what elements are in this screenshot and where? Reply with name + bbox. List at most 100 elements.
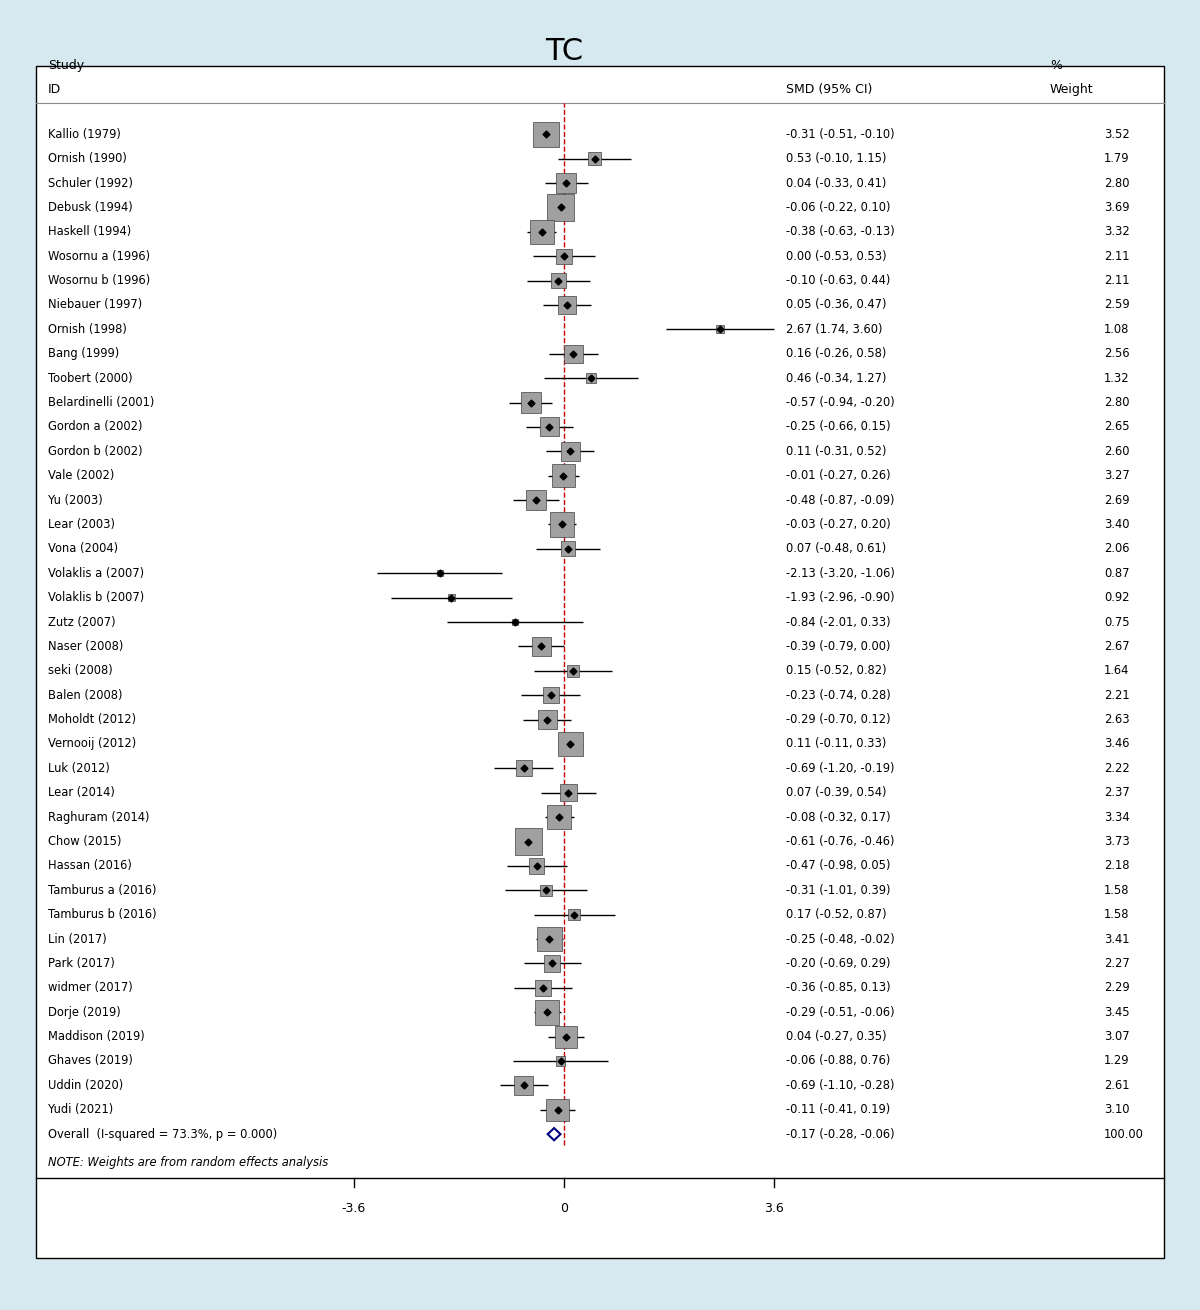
Bar: [542, 688, 558, 703]
Bar: [535, 1000, 559, 1024]
Text: Tamburus a (2016): Tamburus a (2016): [48, 884, 156, 897]
Text: 2.29: 2.29: [1104, 981, 1129, 994]
Text: 0.87: 0.87: [1104, 567, 1129, 580]
Text: Bang (1999): Bang (1999): [48, 347, 119, 360]
Text: 3.52: 3.52: [1104, 128, 1129, 140]
Text: -0.61 (-0.76, -0.46): -0.61 (-0.76, -0.46): [786, 834, 894, 848]
Text: -0.17 (-0.28, -0.06): -0.17 (-0.28, -0.06): [786, 1128, 895, 1141]
Bar: [533, 122, 558, 147]
Text: 0.07 (-0.48, 0.61): 0.07 (-0.48, 0.61): [786, 542, 887, 555]
Text: -0.23 (-0.74, 0.28): -0.23 (-0.74, 0.28): [786, 689, 890, 702]
Text: Debusk (1994): Debusk (1994): [48, 200, 133, 214]
Text: 0.11 (-0.31, 0.52): 0.11 (-0.31, 0.52): [786, 445, 887, 457]
Text: widmer (2017): widmer (2017): [48, 981, 133, 994]
Text: 2.37: 2.37: [1104, 786, 1129, 799]
Bar: [448, 595, 455, 601]
Text: Vernooij (2012): Vernooij (2012): [48, 738, 137, 751]
Bar: [544, 955, 560, 972]
FancyBboxPatch shape: [36, 66, 1164, 1258]
Text: 0.75: 0.75: [1104, 616, 1129, 629]
Text: -2.13 (-3.20, -1.06): -2.13 (-3.20, -1.06): [786, 567, 895, 580]
Text: Chow (2015): Chow (2015): [48, 834, 121, 848]
Bar: [538, 926, 562, 951]
Text: 3.10: 3.10: [1104, 1103, 1129, 1116]
Text: 3.45: 3.45: [1104, 1006, 1129, 1019]
Text: 2.80: 2.80: [1104, 396, 1129, 409]
Text: Tamburus b (2016): Tamburus b (2016): [48, 908, 157, 921]
Text: Ornish (1998): Ornish (1998): [48, 322, 127, 335]
Text: Luk (2012): Luk (2012): [48, 762, 110, 774]
Text: 2.63: 2.63: [1104, 713, 1129, 726]
Text: 0.05 (-0.36, 0.47): 0.05 (-0.36, 0.47): [786, 299, 887, 312]
Text: -0.38 (-0.63, -0.13): -0.38 (-0.63, -0.13): [786, 225, 895, 238]
Bar: [556, 1026, 577, 1048]
Text: Ornish (1990): Ornish (1990): [48, 152, 127, 165]
Text: -1.93 (-2.96, -0.90): -1.93 (-2.96, -0.90): [786, 591, 895, 604]
Text: 2.69: 2.69: [1104, 494, 1129, 507]
Bar: [540, 418, 559, 436]
Text: 3.40: 3.40: [1104, 517, 1129, 531]
Bar: [556, 1056, 565, 1065]
Text: seki (2008): seki (2008): [48, 664, 113, 677]
Text: Hassan (2016): Hassan (2016): [48, 859, 132, 872]
Text: -0.39 (-0.79, 0.00): -0.39 (-0.79, 0.00): [786, 639, 890, 652]
Text: Park (2017): Park (2017): [48, 956, 115, 969]
Bar: [521, 393, 541, 413]
Text: Overall  (I-squared = 73.3%, p = 0.000): Overall (I-squared = 73.3%, p = 0.000): [48, 1128, 277, 1141]
Bar: [540, 884, 552, 896]
Bar: [552, 464, 575, 487]
Text: 3.6: 3.6: [764, 1201, 784, 1214]
Text: -0.11 (-0.41, 0.19): -0.11 (-0.41, 0.19): [786, 1103, 890, 1116]
Bar: [527, 490, 546, 510]
Text: -0.20 (-0.69, 0.29): -0.20 (-0.69, 0.29): [786, 956, 890, 969]
Bar: [515, 1076, 533, 1095]
Text: 1.64: 1.64: [1104, 664, 1129, 677]
Text: Vale (2002): Vale (2002): [48, 469, 114, 482]
Bar: [535, 980, 551, 996]
Text: 2.60: 2.60: [1104, 445, 1129, 457]
Text: 2.67 (1.74, 3.60): 2.67 (1.74, 3.60): [786, 322, 882, 335]
Text: 3.73: 3.73: [1104, 834, 1129, 848]
Text: -0.08 (-0.32, 0.17): -0.08 (-0.32, 0.17): [786, 811, 890, 824]
Text: Zutz (2007): Zutz (2007): [48, 616, 115, 629]
Text: 2.22: 2.22: [1104, 762, 1129, 774]
Text: 3.46: 3.46: [1104, 738, 1129, 751]
Text: Niebauer (1997): Niebauer (1997): [48, 299, 143, 312]
Text: 2.11: 2.11: [1104, 250, 1129, 263]
Text: -0.48 (-0.87, -0.09): -0.48 (-0.87, -0.09): [786, 494, 894, 507]
Bar: [588, 152, 601, 165]
Text: NOTE: Weights are from random effects analysis: NOTE: Weights are from random effects an…: [48, 1155, 329, 1169]
Text: 2.65: 2.65: [1104, 421, 1129, 434]
Text: Kallio (1979): Kallio (1979): [48, 128, 121, 140]
Text: 2.59: 2.59: [1104, 299, 1129, 312]
Text: 2.67: 2.67: [1104, 639, 1129, 652]
Text: Belardinelli (2001): Belardinelli (2001): [48, 396, 155, 409]
Bar: [437, 570, 443, 576]
Text: Weight: Weight: [1050, 84, 1093, 97]
Text: 0: 0: [560, 1201, 568, 1214]
Text: Naser (2008): Naser (2008): [48, 639, 124, 652]
Bar: [538, 710, 557, 730]
Text: -0.03 (-0.27, 0.20): -0.03 (-0.27, 0.20): [786, 517, 890, 531]
Text: 2.56: 2.56: [1104, 347, 1129, 360]
Text: -0.84 (-2.01, 0.33): -0.84 (-2.01, 0.33): [786, 616, 890, 629]
Bar: [557, 173, 576, 193]
Text: 3.32: 3.32: [1104, 225, 1129, 238]
Text: Vona (2004): Vona (2004): [48, 542, 118, 555]
Bar: [516, 760, 532, 777]
Text: -0.31 (-0.51, -0.10): -0.31 (-0.51, -0.10): [786, 128, 895, 140]
Text: 100.00: 100.00: [1104, 1128, 1144, 1141]
Text: -0.06 (-0.88, 0.76): -0.06 (-0.88, 0.76): [786, 1055, 890, 1068]
Text: 3.27: 3.27: [1104, 469, 1129, 482]
Text: Wosornu a (1996): Wosornu a (1996): [48, 250, 150, 263]
Bar: [557, 249, 571, 263]
Text: -0.31 (-1.01, 0.39): -0.31 (-1.01, 0.39): [786, 884, 890, 897]
Text: -0.10 (-0.63, 0.44): -0.10 (-0.63, 0.44): [786, 274, 890, 287]
Text: Lear (2014): Lear (2014): [48, 786, 115, 799]
Text: ID: ID: [48, 84, 61, 97]
Text: Gordon b (2002): Gordon b (2002): [48, 445, 143, 457]
Text: 2.61: 2.61: [1104, 1079, 1129, 1091]
Text: Balen (2008): Balen (2008): [48, 689, 122, 702]
Text: 1.29: 1.29: [1104, 1055, 1129, 1068]
Bar: [562, 441, 580, 461]
